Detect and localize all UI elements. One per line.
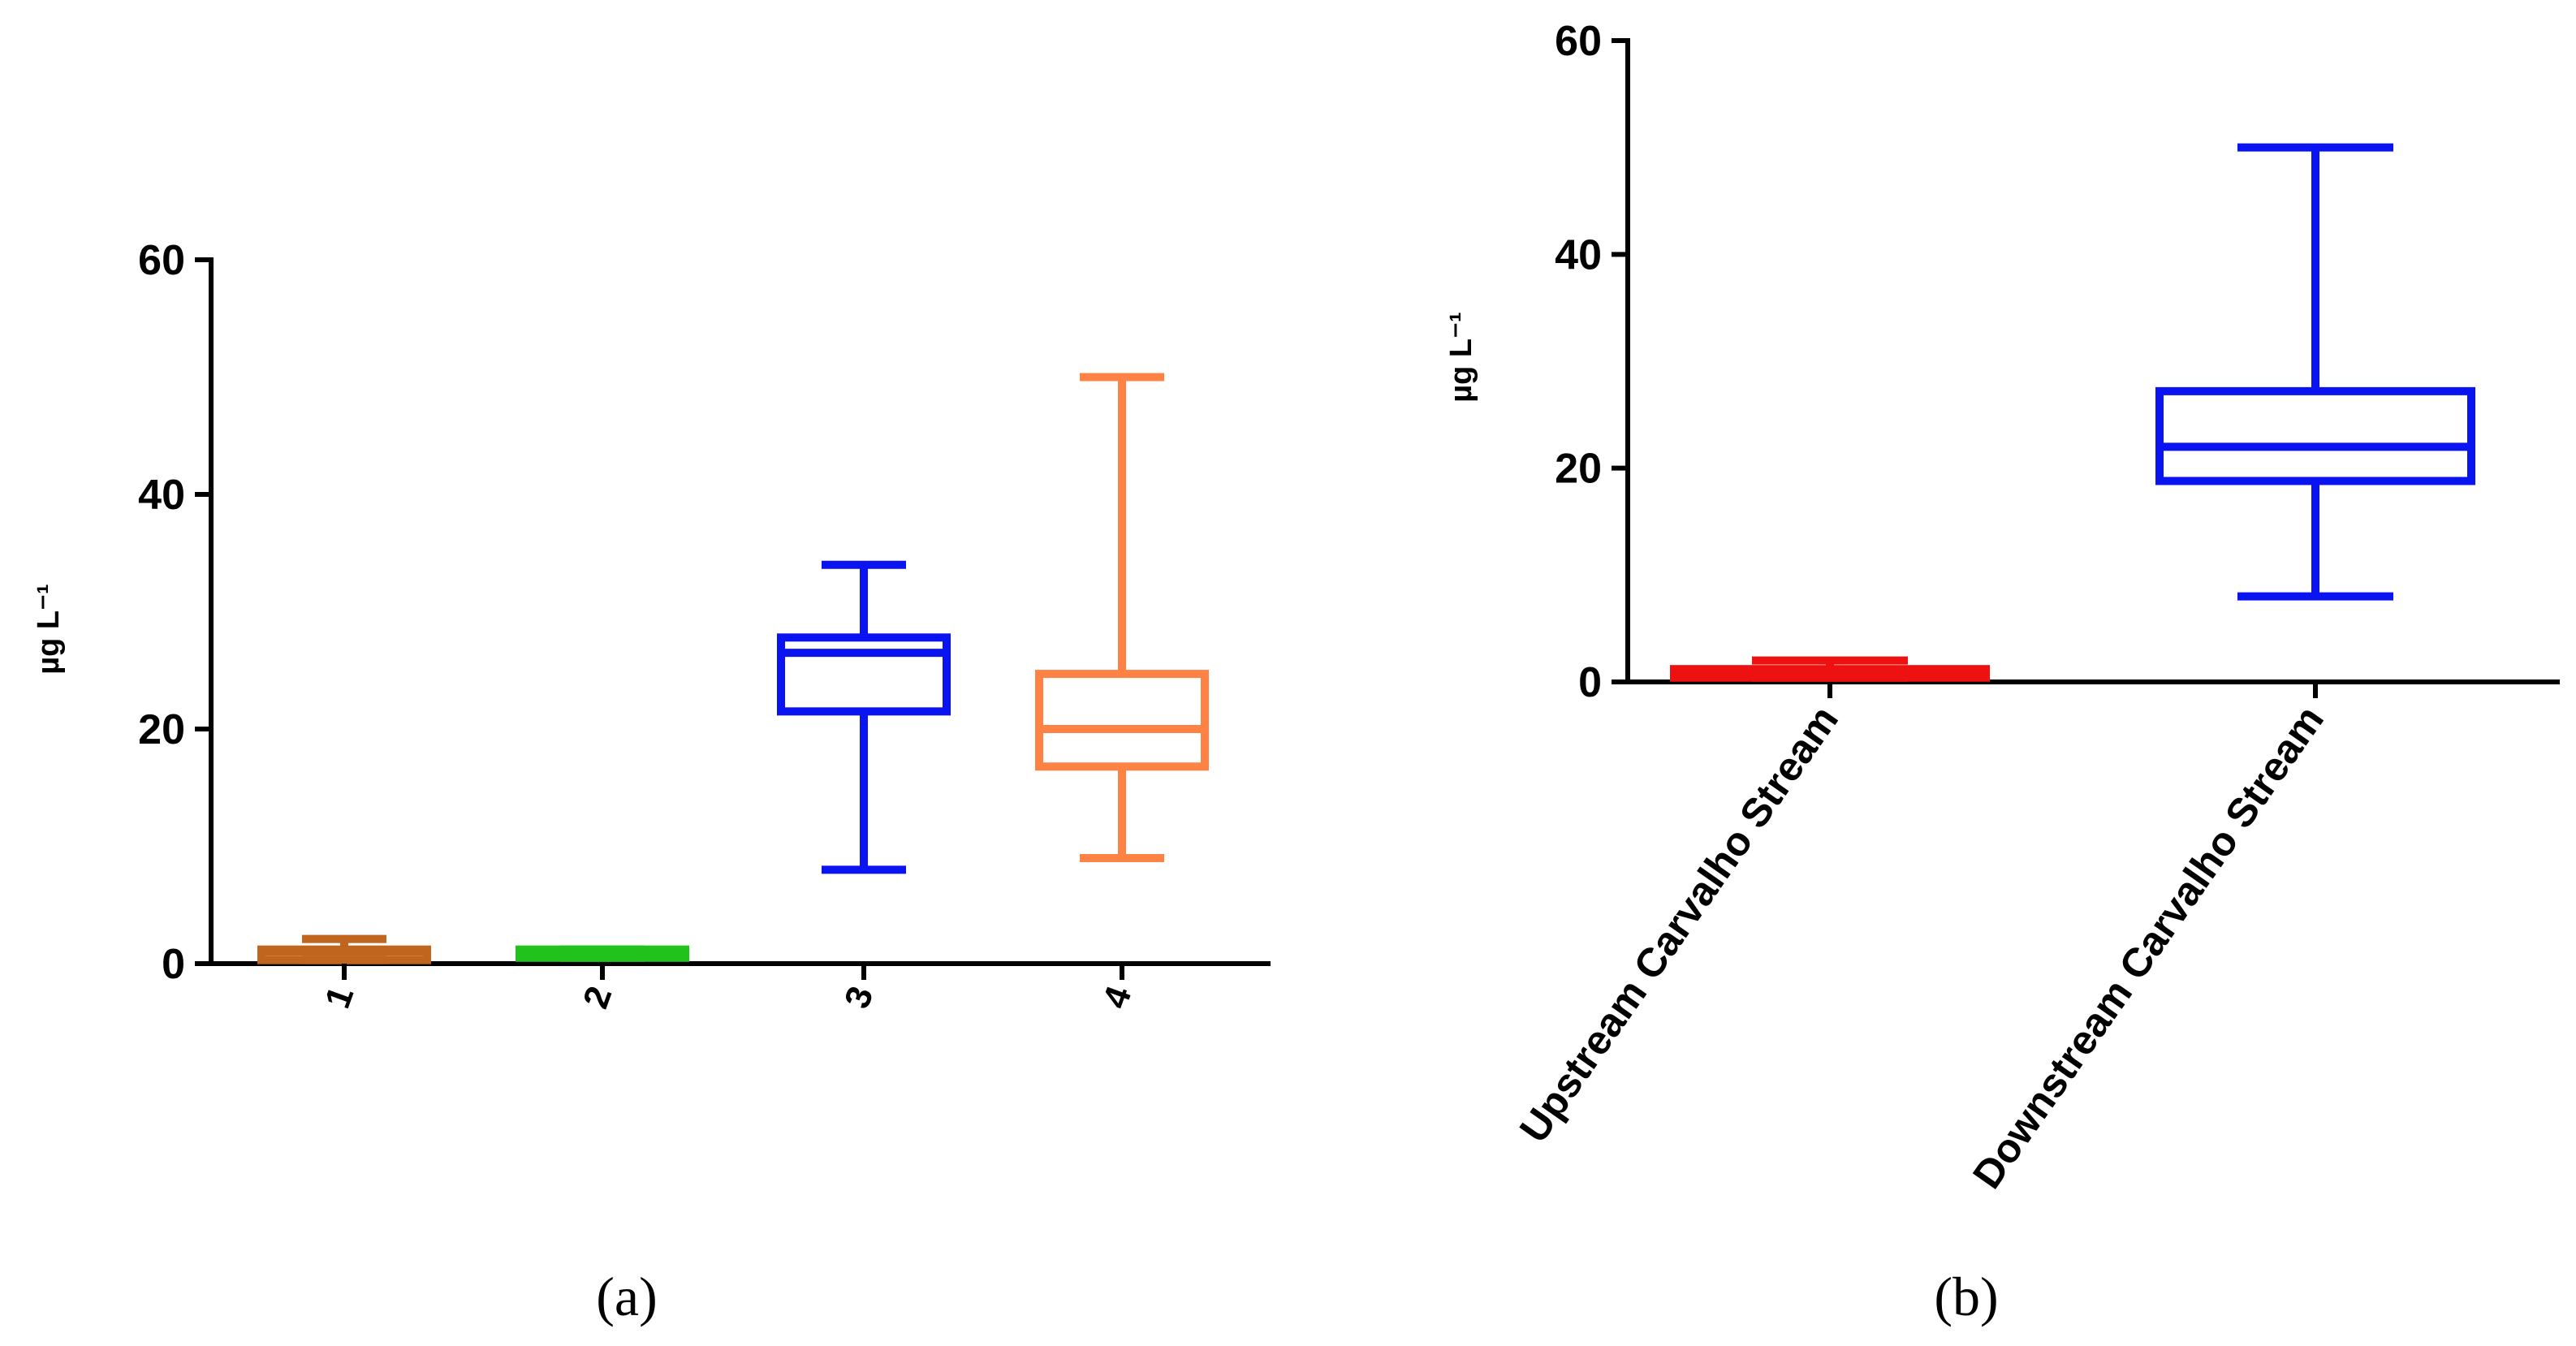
x-tick-label: Downstream Carvalho Stream — [1964, 697, 2332, 1197]
y-tick-label: 20 — [138, 706, 185, 753]
panel-a-y-ticks: 0 20 40 60 — [138, 237, 211, 988]
y-tick-label: 40 — [138, 472, 185, 519]
x-tick-label: Upstream Carvalho Stream — [1511, 697, 1847, 1150]
panel-a-y-label: µg L⁻¹ — [32, 584, 66, 675]
panel-b-y-ticks: 0 20 40 60 — [1555, 18, 1628, 706]
y-tick-label: 60 — [1555, 18, 1602, 65]
y-tick-label: 0 — [1578, 659, 1602, 706]
x-tick-label: 1 — [317, 981, 361, 1014]
panel-a-boxes — [257, 373, 1209, 964]
box-4 — [1035, 373, 1209, 862]
box-2 — [516, 945, 689, 962]
y-tick-label: 60 — [138, 237, 185, 284]
panel-b-caption: (b) — [1934, 1266, 1998, 1327]
iqr-box — [1035, 670, 1209, 771]
panel-b-x-ticks: Upstream Carvalho Stream Downstream Carva… — [1511, 682, 2332, 1197]
box-3 — [777, 560, 951, 874]
x-tick-label: 2 — [576, 981, 619, 1014]
iqr-box — [2155, 386, 2475, 485]
panel-a-caption: (a) — [596, 1266, 657, 1327]
y-tick-label: 40 — [1555, 231, 1602, 278]
x-tick-label: 3 — [837, 981, 881, 1014]
box-upstream-carvalho-stream — [1670, 656, 1990, 682]
panel-b-y-label: µg L⁻¹ — [1444, 312, 1478, 403]
iqr-box — [777, 633, 951, 716]
y-tick-label: 0 — [162, 941, 185, 988]
panel-b: µg L⁻¹ 0 20 40 60 Upstream Carvalho Stream D… — [1444, 18, 2560, 1327]
box-downstream-carvalho-stream — [2155, 143, 2475, 601]
panel-a: µg L⁻¹ 0 20 40 60 1 2 3 4 (a) — [32, 237, 1271, 1327]
panel-a-x-ticks: 1 2 3 4 — [317, 964, 1140, 1013]
x-tick-label: 4 — [1095, 981, 1140, 1013]
box-1 — [257, 934, 431, 964]
y-tick-label: 20 — [1555, 446, 1602, 493]
panel-b-boxes — [1670, 143, 2475, 682]
